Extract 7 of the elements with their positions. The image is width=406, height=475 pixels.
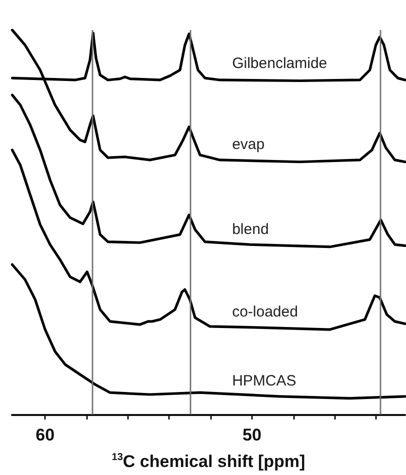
x-tick-label: 50 xyxy=(242,426,262,444)
series-label: Gilbenclamide xyxy=(232,54,328,72)
x-tick-label: 60 xyxy=(36,426,55,444)
series-label: co-loaded xyxy=(232,304,298,321)
series-label: HPMCAS xyxy=(232,372,296,390)
series-label: evap xyxy=(232,136,265,154)
series-label: blend xyxy=(232,221,269,238)
